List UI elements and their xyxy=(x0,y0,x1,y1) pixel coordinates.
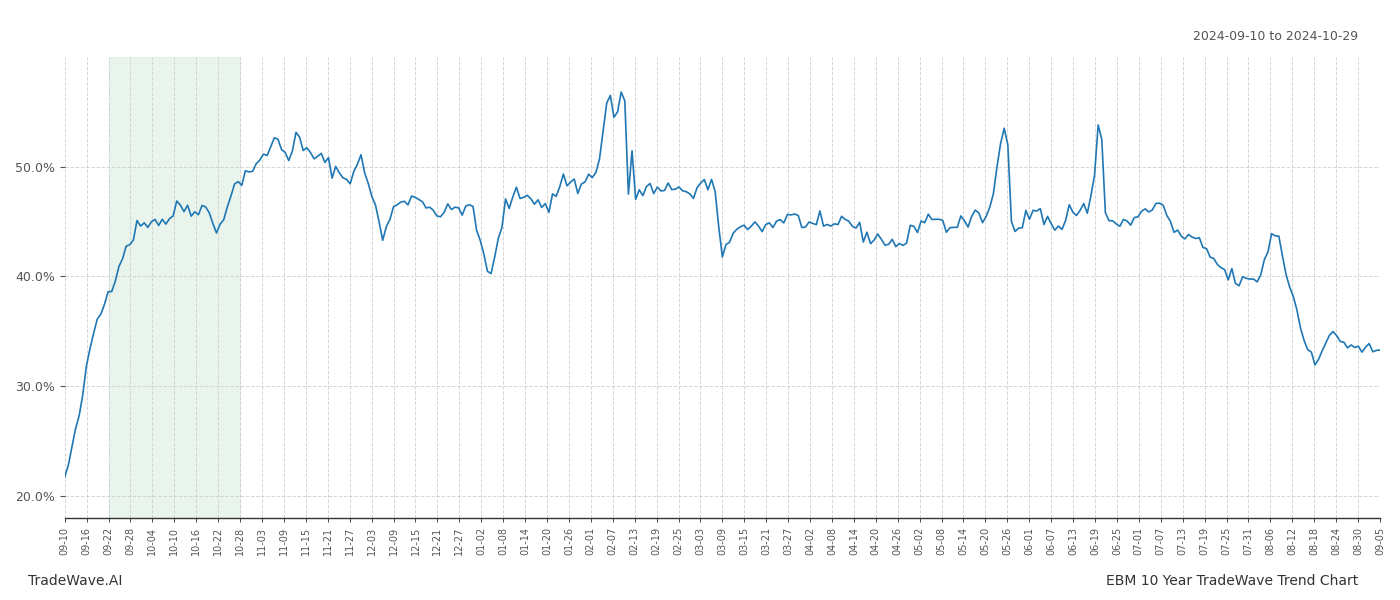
Text: 2024-09-10 to 2024-10-29: 2024-09-10 to 2024-10-29 xyxy=(1193,30,1358,43)
Text: EBM 10 Year TradeWave Trend Chart: EBM 10 Year TradeWave Trend Chart xyxy=(1106,574,1358,588)
Text: TradeWave.AI: TradeWave.AI xyxy=(28,574,122,588)
Bar xyxy=(109,57,239,518)
